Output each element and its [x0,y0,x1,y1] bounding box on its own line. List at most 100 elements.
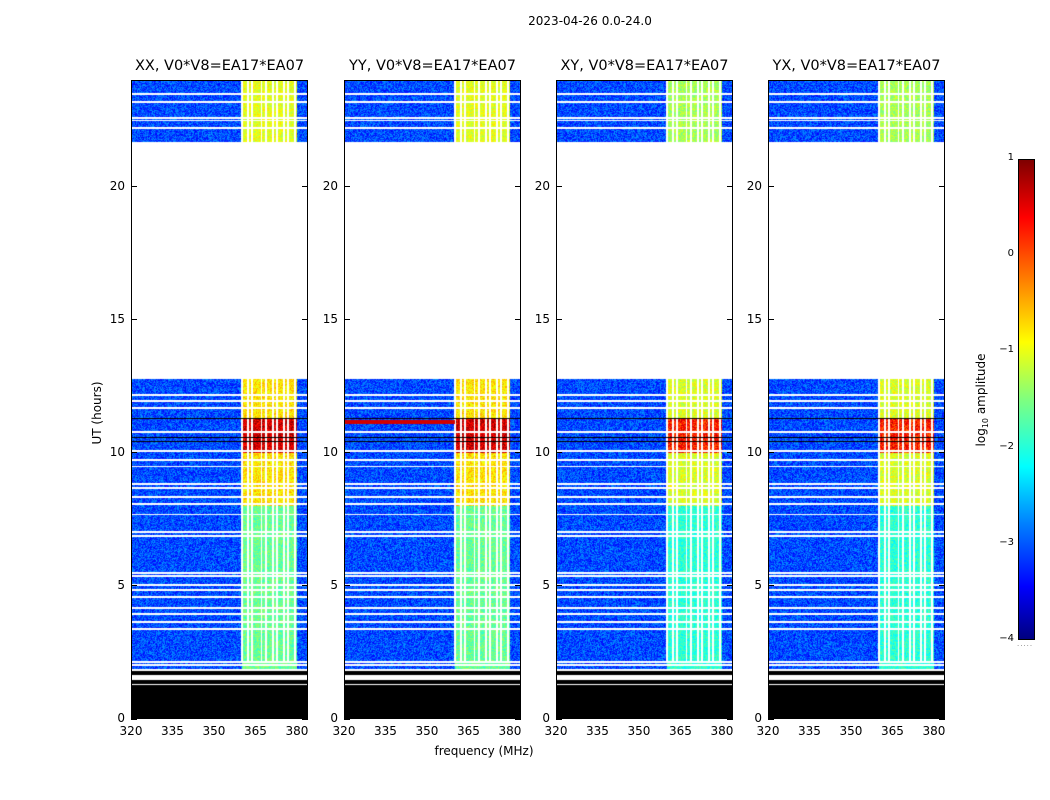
y-tick-mark [131,186,137,187]
x-tick-label: 320 [332,724,356,738]
x-tick-label: 365 [457,724,480,738]
colorbar-dots: ····· [1017,642,1034,650]
x-tick-mark [343,713,345,719]
y-tick-label: 20 [109,178,125,193]
y-tick-mark [727,585,733,587]
x-tick-label: 380 [498,724,522,738]
panel-title-yx: YX, V0*V8=EA17*EA07 [772,58,941,74]
y-tick-mark [727,452,733,454]
y-tick-mark [302,585,308,587]
colorbar-label: log10 amplitude [974,354,990,447]
x-tick-label: 320 [756,724,780,738]
figure-title: 2023-04-26 0.0-24.0 [528,14,652,28]
y-tick-mark [939,452,945,454]
x-tick-label: 320 [119,724,143,738]
y-tick-mark [556,186,562,187]
y-tick-label: 15 [109,311,125,326]
plot-frame-yx [768,80,945,719]
y-tick-label: 5 [754,577,762,592]
y-tick-mark [556,585,562,587]
y-tick-mark [344,585,350,587]
x-tick-label: 365 [244,724,267,738]
x-tick-label: 335 [374,724,397,738]
y-tick-label: 10 [109,444,125,459]
panel-title-yy: YY, V0*V8=EA17*EA07 [349,58,516,74]
y-tick-mark [515,186,521,187]
panel-title-xy: XY, V0*V8=EA17*EA07 [560,58,729,74]
x-tick-label: 380 [710,724,734,738]
x-tick-label: 365 [881,724,904,738]
waterfall-xy [556,80,733,719]
colorbar [1018,159,1035,640]
x-tick-label: 380 [922,724,946,738]
colorbar-tick-label: 0 [1007,248,1014,260]
y-tick-mark [302,319,308,321]
y-tick-label: 20 [322,178,338,193]
x-tick-label: 350 [839,724,863,738]
colorbar-tick-label: −1 [999,344,1014,356]
x-tick-mark [467,713,469,719]
x-tick-mark [384,713,386,719]
x-tick-mark [596,713,598,719]
y-tick-mark [939,718,945,720]
y-tick-label: 0 [117,711,125,725]
waterfall-yy [344,80,521,719]
colorbar-label-sub: 10 [981,417,991,429]
colorbar-tick-label: −2 [999,440,1014,452]
y-tick-mark [515,585,521,587]
x-tick-label: 350 [627,724,651,738]
y-tick-mark [302,452,308,454]
y-tick-mark [131,319,137,321]
y-tick-mark [939,585,945,587]
y-tick-mark [768,319,774,321]
y-tick-label: 0 [542,711,550,725]
colorbar-tick-label: 1 [1007,152,1014,163]
y-tick-label: 10 [534,444,550,459]
x-tick-label: 320 [544,724,568,738]
y-tick-mark [302,186,308,187]
colorbar-tick-label: −4 [999,633,1014,644]
colorbar-label-prefix: log [973,428,988,447]
waterfall-xx [131,80,308,719]
x-tick-mark [850,713,852,719]
x-tick-mark [171,713,173,719]
y-tick-mark [344,319,350,321]
y-tick-mark [727,186,733,187]
y-tick-label: 15 [534,311,550,326]
y-tick-mark [939,186,945,187]
x-tick-mark [679,713,681,719]
waterfall-yx [768,80,945,719]
y-tick-mark [727,718,733,720]
y-tick-mark [515,319,521,321]
y-tick-mark [515,452,521,454]
x-tick-mark [721,713,723,719]
x-tick-label: 350 [202,724,226,738]
x-tick-label: 350 [415,724,439,738]
y-axis-label: UT (hours) [90,381,104,445]
y-tick-mark [131,718,137,720]
y-tick-mark [344,186,350,187]
y-tick-label: 10 [322,444,338,459]
colorbar-tick-label: −3 [999,536,1014,548]
y-tick-label: 20 [534,178,550,193]
y-tick-mark [727,319,733,321]
y-tick-mark [344,452,350,454]
x-tick-mark [254,713,256,719]
y-tick-mark [556,452,562,454]
colorbar-label-suffix: amplitude [973,353,988,418]
y-tick-mark [556,718,562,720]
x-tick-label: 335 [586,724,609,738]
y-tick-mark [768,186,774,187]
y-tick-label: 5 [117,577,125,592]
x-tick-mark [638,713,640,719]
y-tick-label: 5 [330,577,338,592]
plot-frame-yy [344,80,521,719]
x-tick-mark [509,713,511,719]
y-tick-mark [131,585,137,587]
y-tick-mark [302,718,308,720]
x-tick-mark [296,713,298,719]
y-tick-label: 15 [746,311,762,326]
y-tick-mark [131,452,137,454]
y-tick-mark [344,718,350,720]
plot-frame-xy [556,80,733,719]
